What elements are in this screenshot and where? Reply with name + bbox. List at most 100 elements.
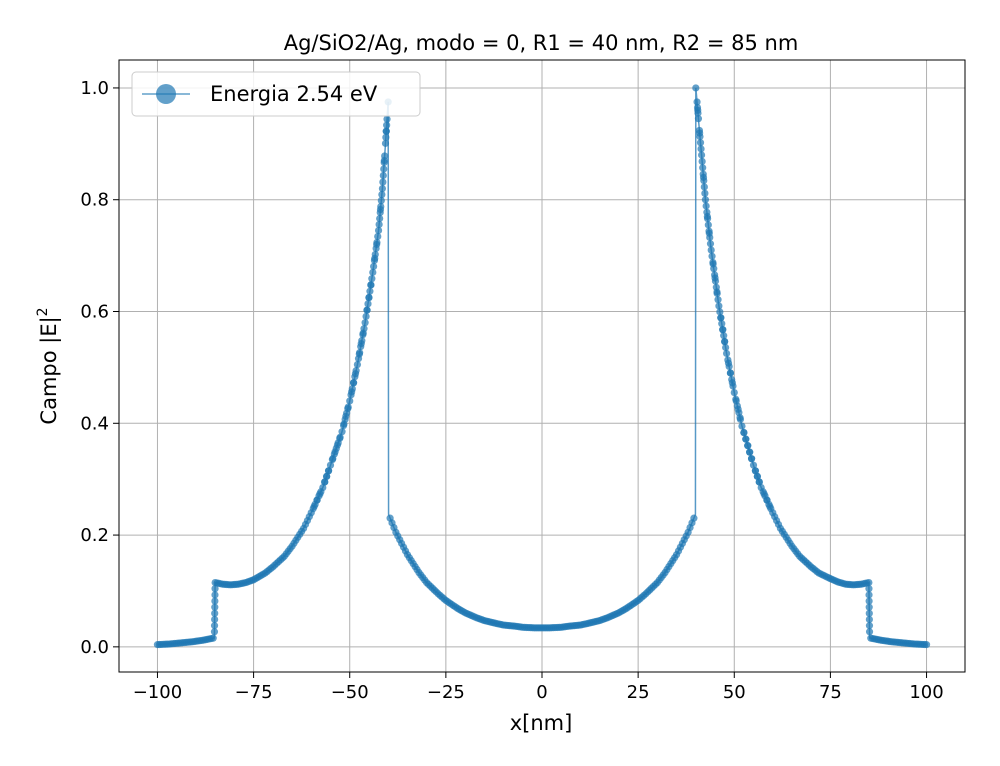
data-point (706, 233, 714, 242)
data-point (349, 379, 358, 387)
data-point (742, 435, 750, 443)
data-point (380, 165, 388, 173)
data-point (735, 409, 743, 417)
y-tick-label: 0.4 (80, 413, 109, 434)
data-point (865, 597, 873, 605)
axis-ticks: −100 −75 −50 −25 0 25 50 75 100 0.0 0.2 0.4 0.6 0.8 1.… (80, 78, 943, 703)
data-point (718, 320, 726, 328)
data-point (376, 214, 384, 223)
data-point (694, 109, 702, 117)
data-point (382, 127, 390, 135)
data-point (346, 397, 354, 405)
data-point (211, 597, 219, 605)
data-point (319, 483, 327, 492)
data-point (697, 145, 705, 153)
data-point (362, 312, 370, 320)
data-point (377, 196, 385, 205)
data-point (211, 591, 219, 599)
x-tick-label: −75 (235, 682, 273, 703)
data-point (712, 283, 720, 291)
data-point (382, 133, 390, 141)
data-point (210, 628, 219, 636)
data-point (344, 403, 352, 411)
data-point (709, 258, 717, 267)
data-point (329, 454, 337, 463)
data-point (760, 490, 768, 498)
series-layer (153, 84, 931, 649)
data-point (711, 277, 720, 285)
data-point (381, 139, 390, 147)
data-point (321, 478, 329, 486)
data-point (341, 415, 349, 423)
data-point (211, 609, 219, 617)
data-point (373, 238, 381, 247)
data-point (210, 622, 219, 630)
data-point (865, 591, 873, 599)
data-point (701, 196, 710, 204)
x-tick-label: 25 (627, 682, 650, 703)
data-point (360, 325, 368, 333)
x-tick-label: 75 (819, 682, 842, 703)
x-tick-label: −100 (133, 682, 182, 703)
y-tick-label: 0.6 (80, 302, 109, 323)
data-point (374, 226, 383, 235)
data-point (348, 385, 356, 393)
data-point (338, 428, 346, 436)
data-point (730, 388, 738, 397)
data-point (865, 615, 873, 624)
data-point (316, 490, 324, 498)
data-point (365, 293, 373, 302)
data-point (744, 442, 752, 450)
data-point (747, 455, 756, 463)
data-point (746, 448, 754, 456)
data-point (331, 448, 339, 456)
data-point (724, 356, 732, 364)
data-point (751, 467, 760, 475)
data-point (378, 184, 387, 193)
data-point (336, 434, 344, 442)
data-point (922, 641, 931, 649)
y-axis-label-text: Campo |E| (37, 316, 62, 424)
data-point (707, 246, 715, 254)
data-point (753, 472, 761, 480)
data-point (701, 189, 709, 197)
x-tick-label: 50 (723, 682, 746, 703)
data-point (211, 603, 219, 611)
data-point (697, 151, 706, 159)
data-point (729, 382, 737, 390)
x-tick-label: 100 (909, 682, 943, 703)
data-point (711, 271, 719, 279)
data-point (740, 429, 748, 437)
data-point (343, 409, 351, 417)
data-point (356, 349, 364, 357)
data-point (699, 170, 707, 178)
data-point (704, 221, 712, 229)
data-point (725, 362, 733, 371)
data-point (370, 262, 378, 270)
y-tick-label: 1.0 (80, 78, 109, 99)
data-point (710, 265, 718, 273)
data-point (715, 302, 723, 310)
data-point (749, 461, 758, 469)
data-point (695, 126, 704, 135)
data-point (209, 634, 217, 642)
data-point (374, 232, 382, 241)
legend: Energia 2.54 eV (131, 71, 421, 117)
data-point (733, 402, 741, 410)
data-point (339, 421, 348, 430)
data-point (732, 395, 740, 403)
data-point (700, 183, 708, 191)
legend-marker-swatch (156, 84, 176, 104)
data-point (690, 514, 698, 522)
data-point (722, 349, 731, 358)
data-point (366, 287, 374, 295)
data-point (352, 367, 360, 375)
data-point (371, 250, 379, 259)
legend-label: Energia 2.54 eV (210, 82, 378, 106)
data-point (383, 121, 391, 129)
x-tick-label: −25 (427, 682, 465, 703)
data-point (702, 202, 710, 210)
data-point (313, 496, 321, 504)
data-point (693, 98, 701, 106)
data-point (865, 578, 873, 587)
